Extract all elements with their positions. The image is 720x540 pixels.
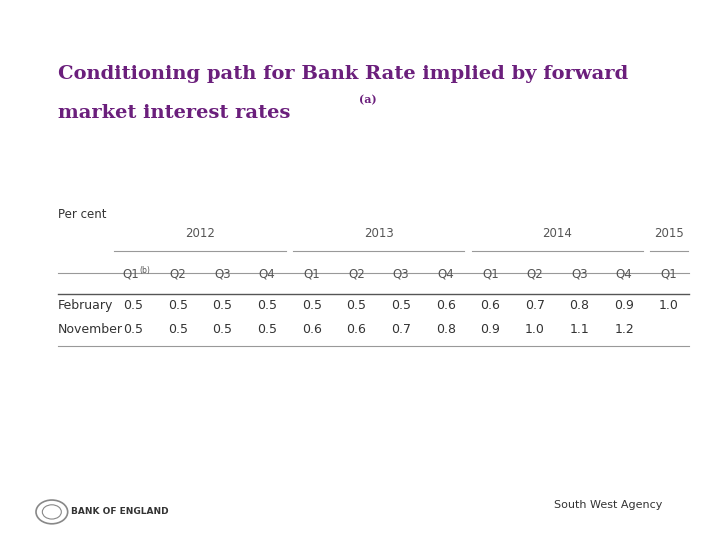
Text: Q4: Q4 xyxy=(258,267,276,280)
Text: 0.5: 0.5 xyxy=(346,299,366,312)
Text: 0.5: 0.5 xyxy=(123,323,143,336)
Text: 1.0: 1.0 xyxy=(525,323,545,336)
Text: Q3: Q3 xyxy=(571,267,588,280)
Text: Q3: Q3 xyxy=(392,267,410,280)
Text: Q2: Q2 xyxy=(169,267,186,280)
Text: 2013: 2013 xyxy=(364,227,394,240)
Text: BANK OF ENGLAND: BANK OF ENGLAND xyxy=(71,508,169,516)
Text: Per cent: Per cent xyxy=(58,208,106,221)
Text: Q1: Q1 xyxy=(122,267,139,280)
Text: Q4: Q4 xyxy=(437,267,454,280)
Text: 0.5: 0.5 xyxy=(168,299,188,312)
Text: 0.9: 0.9 xyxy=(480,323,500,336)
Text: 0.5: 0.5 xyxy=(212,299,233,312)
Text: 0.8: 0.8 xyxy=(436,323,456,336)
Text: Q1: Q1 xyxy=(482,267,499,280)
Text: February: February xyxy=(58,299,113,312)
Text: November: November xyxy=(58,323,122,336)
Text: Q2: Q2 xyxy=(348,267,365,280)
Text: 0.5: 0.5 xyxy=(168,323,188,336)
Text: 0.5: 0.5 xyxy=(257,299,277,312)
Text: 0.8: 0.8 xyxy=(570,299,590,312)
Text: Q4: Q4 xyxy=(616,267,633,280)
Text: Q1: Q1 xyxy=(303,267,320,280)
Text: 0.9: 0.9 xyxy=(614,299,634,312)
Text: 0.6: 0.6 xyxy=(302,323,322,336)
Text: 0.6: 0.6 xyxy=(480,299,500,312)
Text: Q1: Q1 xyxy=(660,267,678,280)
Text: 2014: 2014 xyxy=(542,227,572,240)
Text: Q3: Q3 xyxy=(214,267,231,280)
Text: 0.5: 0.5 xyxy=(391,299,411,312)
Text: (a): (a) xyxy=(359,94,376,105)
Text: (b): (b) xyxy=(139,266,150,275)
Text: South West Agency: South West Agency xyxy=(554,500,662,510)
Text: market interest rates: market interest rates xyxy=(58,104,290,122)
Text: 0.7: 0.7 xyxy=(391,323,411,336)
Text: 1.2: 1.2 xyxy=(614,323,634,336)
Text: 0.5: 0.5 xyxy=(212,323,233,336)
Text: 1.1: 1.1 xyxy=(570,323,590,336)
Text: 0.6: 0.6 xyxy=(436,299,456,312)
Text: 2015: 2015 xyxy=(654,227,684,240)
Text: Conditioning path for Bank Rate implied by forward: Conditioning path for Bank Rate implied … xyxy=(58,65,628,83)
Text: 0.5: 0.5 xyxy=(302,299,322,312)
Text: 1.0: 1.0 xyxy=(659,299,679,312)
Text: 0.6: 0.6 xyxy=(346,323,366,336)
Text: 2012: 2012 xyxy=(185,227,215,240)
Text: Q2: Q2 xyxy=(526,267,544,280)
Text: 0.7: 0.7 xyxy=(525,299,545,312)
Text: 0.5: 0.5 xyxy=(257,323,277,336)
Text: 0.5: 0.5 xyxy=(123,299,143,312)
